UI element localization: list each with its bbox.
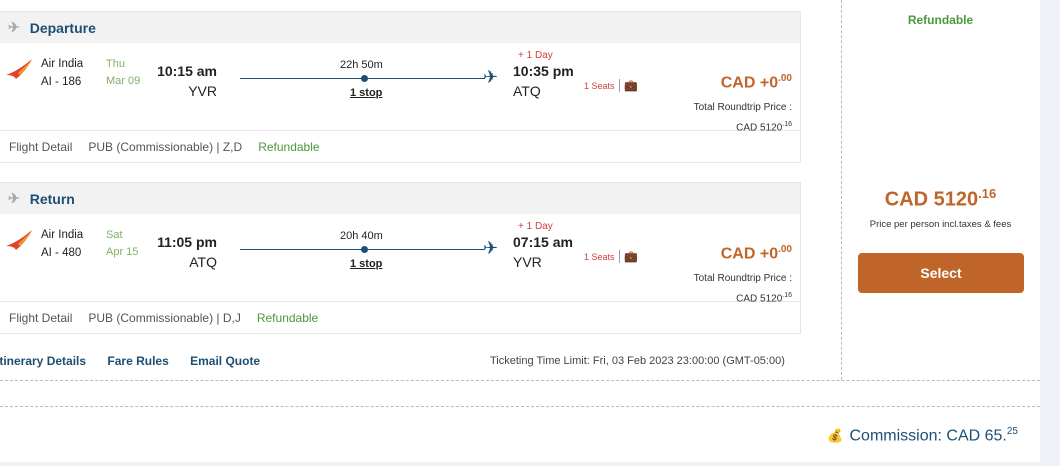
- details-row: Flight Detail PUB (Commissionable) | Z,D…: [0, 131, 800, 162]
- divider: [0, 380, 1040, 381]
- arrival-time: 07:15 am: [513, 234, 573, 250]
- price-cents: .00: [778, 244, 792, 255]
- stop-dot: [361, 75, 368, 82]
- departure-time: 11:05 pm: [157, 234, 217, 250]
- flight-detail-link[interactable]: Flight Detail: [9, 139, 73, 154]
- total-roundtrip: Total Roundtrip Price : CAD 5120.16: [694, 270, 792, 307]
- total-price: CAD 5120.16: [841, 186, 1040, 212]
- stops-link[interactable]: 1 stop: [350, 87, 383, 99]
- departure-airport: YVR: [188, 83, 217, 99]
- total-cents: .16: [782, 292, 792, 299]
- refundable-label: Refundable: [256, 310, 319, 325]
- flight-number: AI - 186: [41, 76, 82, 88]
- baggage-icon[interactable]: 💼: [619, 250, 638, 263]
- flight-detail-link[interactable]: Flight Detail: [9, 310, 73, 325]
- details-row: Flight Detail PUB (Commissionable) | D,J…: [0, 302, 800, 333]
- price-cents: .16: [978, 186, 997, 201]
- airline: Air India AI - 480: [41, 226, 83, 262]
- refundable-label: Refundable: [907, 13, 974, 27]
- price-difference: CAD +0.00: [721, 244, 792, 263]
- plane-icon: ✈: [483, 67, 499, 87]
- ticketing-time-limit: Ticketing Time Limit: Fri, 03 Feb 2023 2…: [490, 355, 785, 367]
- segment-header: ✈ Departure: [0, 12, 800, 43]
- date: Apr 15: [106, 246, 139, 258]
- price-main: CAD +0: [720, 245, 779, 263]
- departure-time: 10:15 am: [157, 63, 217, 79]
- total-roundtrip: Total Roundtrip Price : CAD 5120.16: [694, 99, 792, 136]
- duration: 20h 40m: [340, 230, 383, 242]
- arrival-time: 10:35 pm: [513, 63, 574, 79]
- commission-cents: 25: [1006, 426, 1018, 437]
- total-label: Total Roundtrip Price :: [693, 102, 792, 113]
- flight-row: Air India AI - 186 Thu Mar 09 10:15 am YVR…: [0, 43, 800, 133]
- airline: Air India AI - 186: [41, 55, 83, 91]
- plus-day: + 1 Day: [518, 50, 553, 61]
- plane-icon: ✈: [483, 238, 499, 258]
- arrival-airport: ATQ: [513, 83, 541, 99]
- price-difference: CAD +0.00: [721, 73, 792, 92]
- plus-day: + 1 Day: [518, 221, 553, 232]
- price-note: Price per person incl.taxes & fees: [869, 219, 1012, 230]
- total-label: Total Roundtrip Price :: [693, 273, 792, 284]
- air-india-logo: [6, 59, 32, 79]
- action-links: Itinerary Details Fare Rules Email Quote: [0, 354, 278, 368]
- departure-airport: ATQ: [189, 254, 217, 270]
- date: Mar 09: [106, 75, 141, 87]
- commission: 💰 Commission: CAD 65.25: [827, 426, 1018, 445]
- total-main: CAD 5120: [736, 122, 783, 134]
- departure-date: Sat Apr 15: [106, 227, 138, 261]
- stop-dot: [361, 246, 368, 253]
- flight-segment: ✈ Return Air India AI - 480 Sat Apr 15 11:0…: [0, 182, 801, 334]
- coins-icon: 💰: [827, 427, 844, 443]
- seats-left: 1 Seats: [584, 81, 615, 91]
- total-cents: .16: [782, 121, 792, 128]
- plane-takeoff-icon: ✈: [8, 19, 20, 35]
- fare-class: PUB (Commissionable) | Z,D: [88, 139, 243, 154]
- price-main: CAD 5120: [884, 188, 979, 211]
- flight-number: AI - 480: [41, 247, 82, 259]
- airline-name: Air India: [41, 229, 84, 241]
- divider: [841, 0, 842, 380]
- fare-rules-link[interactable]: Fare Rules: [107, 354, 169, 368]
- plane-takeoff-icon: ✈: [8, 190, 20, 206]
- seats-left: 1 Seats: [584, 252, 615, 262]
- segment-title: Return: [29, 190, 75, 207]
- flight-segment: ✈ Departure Air India AI - 186 Thu Mar 09 1…: [0, 11, 801, 163]
- day: Thu: [106, 58, 125, 70]
- price-cents: .00: [778, 73, 792, 84]
- departure-date: Thu Mar 09: [106, 56, 140, 90]
- select-button[interactable]: Select: [858, 253, 1024, 293]
- divider: [0, 406, 1040, 407]
- arrival-airport: YVR: [513, 254, 542, 270]
- price-main: CAD +0: [720, 74, 779, 92]
- baggage-icon[interactable]: 💼: [619, 79, 638, 92]
- segment-header: ✈ Return: [0, 183, 800, 214]
- refundable-label: Refundable: [258, 139, 320, 154]
- airline-name: Air India: [41, 58, 84, 70]
- duration: 22h 50m: [340, 59, 383, 71]
- stops-link[interactable]: 1 stop: [350, 258, 383, 270]
- flight-result-card: ✈ Departure Air India AI - 186 Thu Mar 09 1…: [0, 0, 1040, 462]
- commission-label: Commission: CAD 65.: [849, 427, 1007, 445]
- segment-title: Departure: [29, 19, 96, 36]
- email-quote-link[interactable]: Email Quote: [190, 354, 261, 368]
- flight-row: Air India AI - 480 Sat Apr 15 11:05 pm ATQ…: [0, 214, 800, 304]
- air-india-logo: [6, 230, 32, 250]
- total-main: CAD 5120: [736, 293, 783, 305]
- day: Sat: [106, 229, 123, 241]
- fare-class: PUB (Commissionable) | D,J: [88, 310, 241, 325]
- itinerary-details-link[interactable]: Itinerary Details: [0, 354, 87, 368]
